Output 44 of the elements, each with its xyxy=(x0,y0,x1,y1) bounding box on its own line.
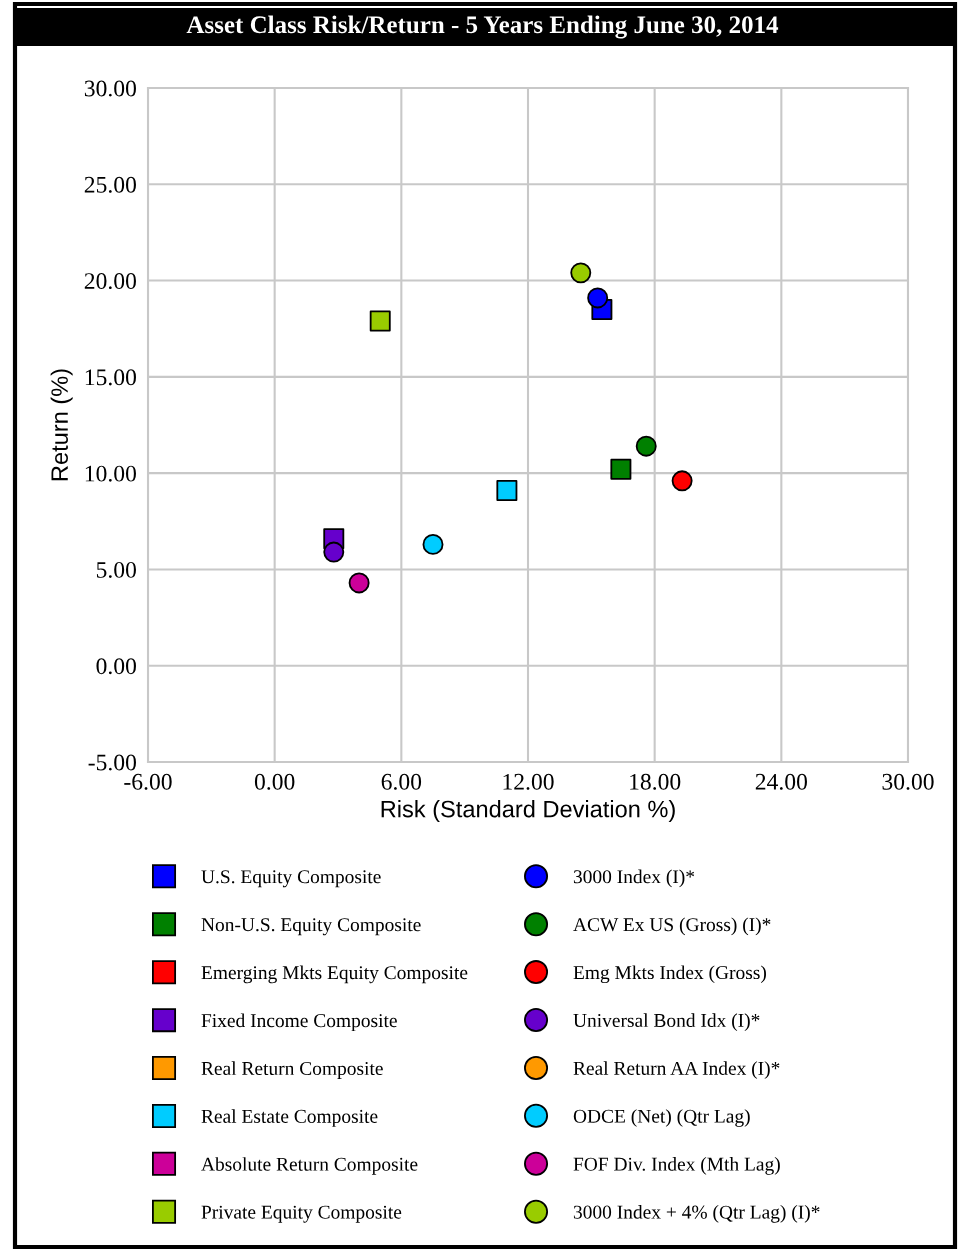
y-tick-label: 0.00 xyxy=(96,658,136,675)
chart-title: Asset Class Risk/Return - 5 Years Ending June 30, 2014 xyxy=(186,15,779,39)
legend-label: U.S. Equity Composite xyxy=(201,870,381,888)
x-tick-label: 30.00 xyxy=(882,773,934,790)
legend-label: Emg Mkts Index (Gross) xyxy=(573,965,766,984)
y-tick-label: 20.00 xyxy=(84,273,136,290)
legend-label: FOF Div. Index (Mth Lag) xyxy=(573,1157,780,1175)
x-tick-label: 12.00 xyxy=(503,773,554,790)
point xyxy=(496,479,518,501)
legend-label: ACW Ex US (Gross) (I)* xyxy=(573,917,771,936)
x-tick-label: 18.00 xyxy=(630,773,681,790)
point xyxy=(587,287,609,309)
legend-label: 3000 Index (I)* xyxy=(573,869,695,888)
legend-label: ODCE (Net) (Qtr Lag) xyxy=(573,1109,750,1127)
legend-label: Fixed Income Composite xyxy=(201,1013,397,1032)
point xyxy=(369,310,391,332)
point xyxy=(610,458,632,480)
legend-label: Universal Bond Idx (I)* xyxy=(573,1013,760,1031)
point xyxy=(348,572,370,594)
y-axis-title: Return (%) xyxy=(50,369,73,481)
x-tick-label: -6.00 xyxy=(124,773,172,790)
point xyxy=(671,470,693,492)
x-tick-label: 0.00 xyxy=(254,773,295,790)
y-tick-label: 10.00 xyxy=(85,465,136,482)
y-tick-label: 5.00 xyxy=(96,561,136,578)
legend-label: Real Return AA Index (I)* xyxy=(573,1061,780,1079)
legend-label: Non-U.S. Equity Composite xyxy=(201,918,421,936)
legend-label: Absolute Return Composite xyxy=(201,1157,418,1175)
point xyxy=(323,541,345,563)
x-tick-label: 24.00 xyxy=(755,773,807,790)
point xyxy=(570,262,592,284)
point xyxy=(635,435,657,457)
y-tick-label: 25.00 xyxy=(84,176,136,193)
legend-label: Real Estate Composite xyxy=(201,1109,378,1127)
legend-label: 3000 Index + 4% (Qtr Lag) (I)* xyxy=(573,1205,820,1223)
legend-label: Private Equity Composite xyxy=(201,1205,402,1223)
y-tick-label: 30.00 xyxy=(84,80,136,97)
y-tick-label: 15.00 xyxy=(85,369,136,386)
y-tick-label: -5.00 xyxy=(88,754,136,771)
legend-label: Real Return Composite xyxy=(201,1061,383,1079)
legend-label: Emerging Mkts Equity Composite xyxy=(201,965,468,984)
point xyxy=(422,533,444,555)
x-axis-title: Risk (Standard Deviation %) xyxy=(381,800,675,823)
x-tick-label: 6.00 xyxy=(381,773,422,790)
